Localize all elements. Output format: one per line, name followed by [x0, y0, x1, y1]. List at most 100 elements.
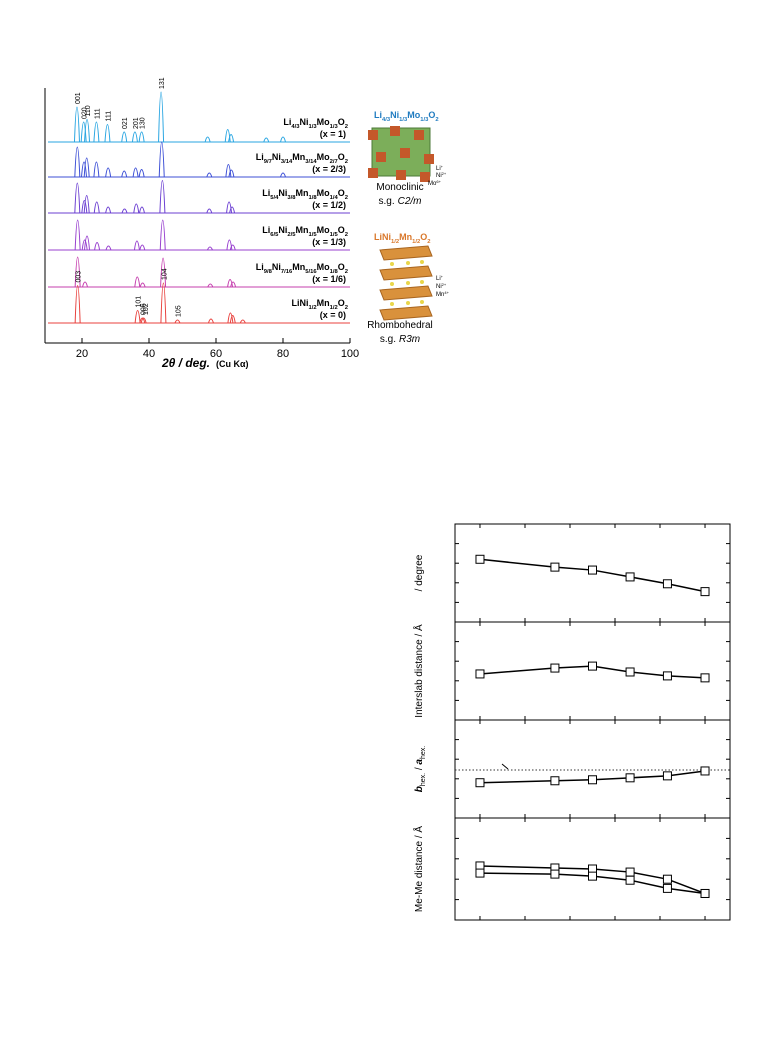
text-part: 1/8: [308, 195, 317, 201]
diffraction-peak: [134, 276, 141, 288]
diffraction-peak: [158, 141, 165, 178]
text-part: Mo: [428, 181, 437, 187]
text-part: s.g.: [378, 196, 394, 207]
text-part: Mn: [292, 152, 305, 162]
data-point: [662, 579, 672, 589]
data-point: [475, 669, 485, 679]
diffraction-peak: [134, 310, 141, 324]
x-tick-label: 20: [76, 348, 88, 360]
text-part: Li: [436, 276, 441, 282]
data-point: [475, 778, 485, 788]
diffraction-peak: [229, 315, 236, 324]
diffraction-peak: [158, 91, 165, 143]
data-point: [662, 771, 672, 781]
monoclinic-structure: [368, 126, 434, 182]
diffraction-peak: [133, 203, 140, 214]
pattern-composition: (x = 1/6): [312, 274, 346, 284]
x-axis-source: (Cu Kα): [216, 359, 249, 369]
text-part: Mn: [295, 225, 308, 235]
text-part: 9/7: [264, 159, 272, 165]
diffraction-peak: [133, 240, 140, 251]
diffraction-peak: [105, 245, 112, 251]
diffraction-peak: [84, 119, 91, 143]
text-part: Li: [256, 262, 264, 272]
rhombohedral-structure: [379, 245, 433, 321]
diffraction-peak: [82, 281, 89, 288]
ion-label: Mn4+: [436, 290, 450, 298]
diffraction-peak: [224, 129, 231, 143]
peak-index: 003: [76, 271, 83, 283]
peak-index: 020: [82, 107, 89, 119]
diffraction-peak: [140, 317, 147, 324]
peak-index: 101: [136, 296, 143, 308]
text-part: 1/2: [308, 305, 317, 311]
text-part: hex.: [420, 746, 427, 759]
text-part: O: [338, 152, 345, 162]
data-point: [700, 673, 710, 683]
pattern-formula: Li4/3​Ni1/3​Mo1/3​O2​: [283, 117, 348, 130]
data-point: [588, 775, 597, 785]
diffraction-peak: [74, 285, 81, 324]
text-part: Li: [256, 152, 264, 162]
diffraction-peak: [225, 164, 232, 178]
diffraction-peak: [81, 161, 88, 178]
diffraction-peak: [139, 244, 146, 251]
text-part: Mn: [295, 188, 308, 198]
text-part: Li: [283, 117, 291, 127]
diffraction-peak: [139, 282, 146, 288]
text-part: b: [414, 786, 425, 792]
panel-frame: [454, 621, 731, 721]
text-part: O: [338, 262, 345, 272]
text-part: 2: [345, 305, 349, 311]
diffraction-peak: [132, 167, 139, 178]
text-part: 2+: [442, 282, 447, 287]
text-part: R3m: [399, 334, 420, 345]
text-part: Mn: [317, 298, 330, 308]
data-point: [588, 871, 597, 881]
pattern-composition: (x = 1/2): [312, 200, 346, 210]
text-part: Ni: [436, 173, 442, 179]
text-part: 1/5: [330, 232, 339, 238]
text-part: Ni: [278, 225, 287, 235]
ion-label: Li+: [436, 164, 444, 172]
diffraction-peak: [121, 131, 128, 143]
diffraction-peak: [229, 244, 236, 251]
y-axis-title: bhex. / ahex.: [414, 746, 427, 793]
text-part: O: [338, 298, 345, 308]
diffraction-peak: [159, 219, 166, 251]
pattern-composition: (x = 1/3): [312, 237, 346, 247]
data-point: [700, 766, 710, 776]
text-part: Ni: [278, 188, 287, 198]
text-part: 1/4: [330, 195, 339, 201]
data-point: [550, 776, 560, 786]
data-point: [588, 661, 597, 671]
data-point: [625, 867, 635, 877]
text-part: Ni: [299, 117, 308, 127]
text-part: 7/16: [281, 269, 293, 275]
ion-label: Mo6+: [428, 179, 442, 187]
y-axis-title: Interslab distance / Å: [412, 624, 425, 718]
x-tick-label: 60: [210, 348, 222, 360]
y-axis-title: / degree: [414, 554, 425, 591]
text-part: Ni: [299, 298, 308, 308]
text-part: 5/4: [270, 195, 279, 201]
diffraction-peak: [280, 136, 286, 143]
x-tick-label: 100: [341, 348, 359, 360]
text-part: O: [338, 188, 345, 198]
data-point: [475, 868, 485, 878]
data-point: [662, 671, 672, 681]
data-point: [700, 888, 710, 898]
diffraction-peak: [74, 146, 81, 178]
diffraction-peak: [93, 161, 100, 178]
text-part: 2: [345, 269, 349, 275]
text-part: Ni: [272, 262, 281, 272]
diffraction-peak: [227, 279, 234, 288]
diffraction-peak: [174, 319, 181, 324]
text-part: Mo: [317, 117, 330, 127]
pattern-formula: Li9/8​Ni7/16​Mn5/16​Mo1/8​O2​: [256, 262, 349, 275]
text-part: 1/3: [420, 117, 429, 123]
text-part: 2: [345, 232, 349, 238]
diffraction-peak: [239, 319, 246, 324]
text-part: a: [414, 759, 425, 765]
